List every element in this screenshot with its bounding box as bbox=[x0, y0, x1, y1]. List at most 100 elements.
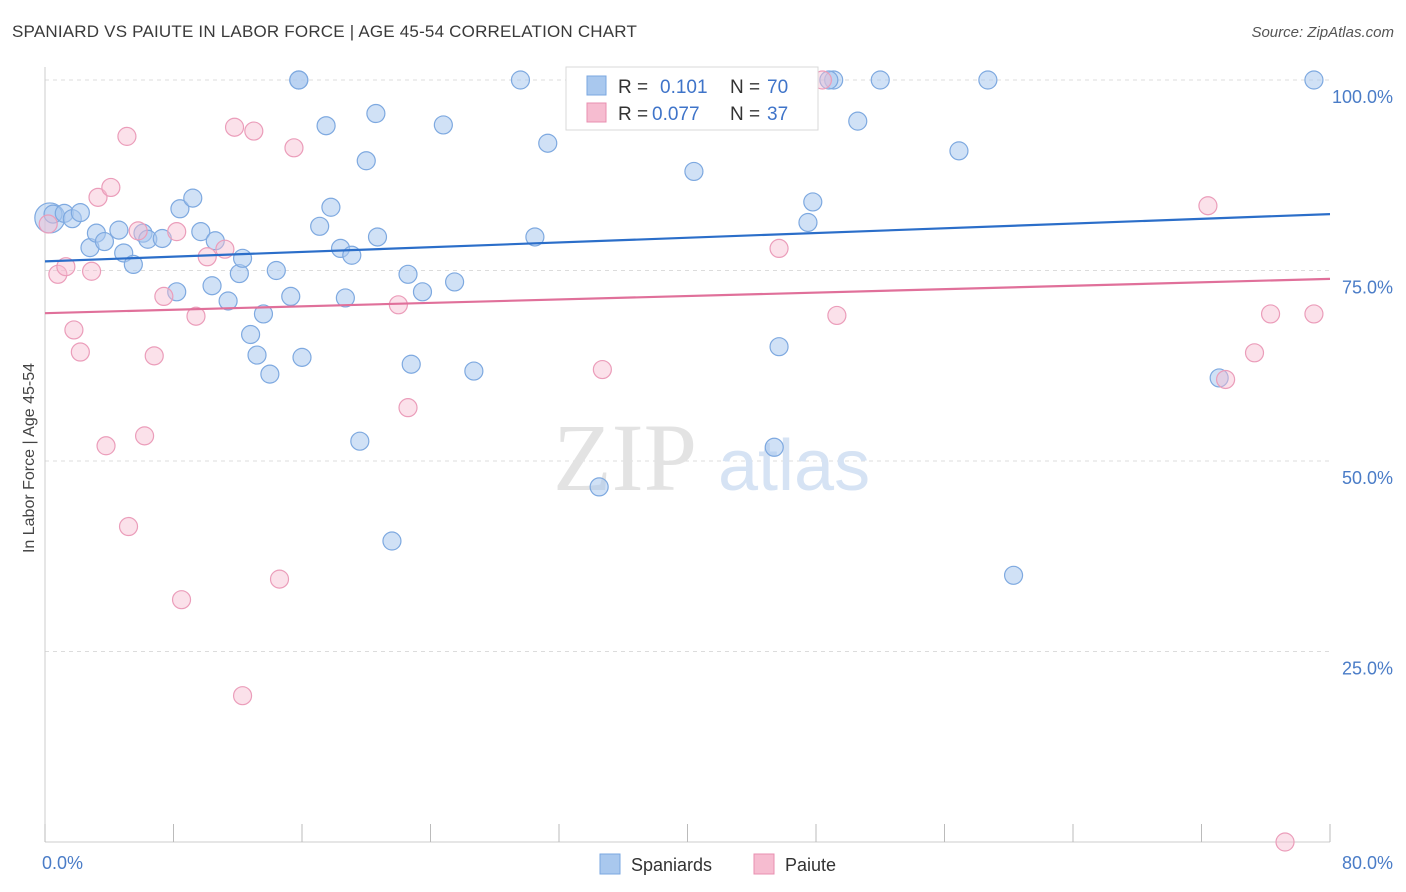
spaniards-point-4 bbox=[70, 202, 90, 223]
watermark: ZIP atlas bbox=[553, 404, 870, 511]
spaniards-point-56 bbox=[764, 437, 784, 457]
legend-r-label-2: R = bbox=[618, 104, 648, 125]
legend-r-label-1: R = bbox=[618, 77, 648, 98]
spaniards-point-20 bbox=[218, 291, 238, 311]
spaniards-point-24 bbox=[247, 345, 267, 365]
spaniards-point-8 bbox=[109, 220, 129, 240]
spaniards-point-17 bbox=[191, 222, 211, 242]
paiute-point-27 bbox=[592, 359, 612, 380]
spaniards-point-61 bbox=[848, 111, 868, 131]
spaniards-point-42 bbox=[398, 264, 418, 284]
paiute-point-10 bbox=[118, 516, 139, 537]
paiute-point-26 bbox=[398, 398, 418, 418]
spaniards-point-49 bbox=[525, 227, 545, 247]
paiute-point-32 bbox=[1215, 369, 1236, 390]
paiute-point-21 bbox=[232, 686, 253, 706]
spaniards-point-35 bbox=[335, 288, 355, 308]
spaniards-point-62 bbox=[870, 70, 890, 90]
legend-box bbox=[565, 66, 819, 131]
spaniards-point-52 bbox=[589, 477, 609, 497]
paiute-point-3 bbox=[64, 320, 84, 340]
paiute-point-9 bbox=[117, 126, 137, 146]
paiute-point-15 bbox=[167, 222, 187, 242]
paiute-point-1 bbox=[48, 264, 68, 284]
legend-n-label-2: N = bbox=[730, 104, 760, 125]
legend-r-value-1: 0.101 bbox=[660, 77, 708, 98]
spaniards-point-41 bbox=[382, 531, 402, 551]
bottom-legend-swatch-spaniards bbox=[599, 853, 621, 875]
paiute-point-33 bbox=[1244, 343, 1265, 363]
source-label: Source: ZipAtlas.com bbox=[1251, 24, 1394, 41]
y-tick-label-25: 25.0% bbox=[1342, 659, 1393, 679]
x-tick-labels: 0.0% 80.0% bbox=[42, 853, 1393, 873]
paiute-point-24 bbox=[284, 138, 304, 158]
spaniards-point-69 bbox=[289, 70, 309, 90]
spaniards-point-31 bbox=[310, 216, 330, 236]
spaniards-point-58 bbox=[798, 212, 818, 233]
paiute-point-18 bbox=[197, 247, 217, 267]
spaniards-point-46 bbox=[444, 272, 465, 292]
spaniards-point-28 bbox=[281, 286, 301, 307]
spaniards-point-50 bbox=[538, 133, 558, 153]
paiute-point-35 bbox=[1275, 832, 1295, 852]
spaniards-point-15 bbox=[170, 199, 190, 219]
spaniards-point-30 bbox=[292, 347, 312, 367]
y-tick-labels: 25.0% 50.0% 75.0% 100.0% bbox=[1332, 87, 1393, 679]
watermark-atlas: atlas bbox=[718, 426, 870, 506]
spaniards-point-25 bbox=[253, 304, 274, 324]
paiute-point-8 bbox=[101, 177, 121, 198]
paiute-point-13 bbox=[144, 346, 164, 366]
paiute-point-22 bbox=[244, 121, 264, 141]
spaniards-point-16 bbox=[183, 188, 203, 208]
paiute-point-5 bbox=[81, 261, 102, 281]
spaniards-point-57 bbox=[769, 337, 789, 357]
spaniards-point-10 bbox=[123, 254, 143, 275]
paiute-point-23 bbox=[269, 569, 290, 589]
watermark-zip: ZIP bbox=[553, 404, 697, 511]
x-tick-label-min: 0.0% bbox=[42, 853, 83, 873]
spaniards-point-44 bbox=[412, 282, 433, 302]
legend-r-value-2: 0.077 bbox=[652, 104, 700, 125]
paiute-point-31 bbox=[1198, 196, 1218, 216]
paiute-point-16 bbox=[171, 590, 192, 610]
spaniards-point-43 bbox=[401, 354, 421, 374]
spaniards-point-68 bbox=[819, 70, 839, 90]
spaniards-point-33 bbox=[321, 197, 341, 217]
paiute-point-2 bbox=[56, 257, 76, 277]
paiute-point-7 bbox=[96, 436, 116, 456]
paiute-point-12 bbox=[134, 426, 155, 446]
spaniards-point-66 bbox=[1209, 368, 1229, 388]
legend-n-label-1: N = bbox=[730, 77, 760, 98]
legend-n-value-2: 37 bbox=[767, 104, 788, 125]
spaniards-point-45 bbox=[433, 115, 453, 135]
legend-swatch-paiute bbox=[586, 102, 607, 123]
spaniards-point-64 bbox=[978, 70, 998, 90]
spaniards-point-48 bbox=[510, 70, 531, 90]
spaniards-point-26 bbox=[260, 364, 280, 384]
paiute-point-20 bbox=[224, 117, 245, 137]
spaniards-point-23 bbox=[241, 324, 261, 345]
bottom-legend: Spaniards Paiute bbox=[599, 853, 836, 875]
legend-n-value-1: 70 bbox=[767, 77, 788, 98]
spaniards-trend-line bbox=[44, 213, 1331, 263]
bottom-legend-label-paiute: Paiute bbox=[785, 855, 836, 875]
spaniards-point-59 bbox=[803, 192, 823, 212]
spaniards-point-63 bbox=[949, 141, 969, 161]
y-tick-label-50: 50.0% bbox=[1342, 468, 1393, 488]
spaniards-point-14 bbox=[167, 282, 187, 302]
paiute-point-14 bbox=[154, 286, 174, 307]
chart-title: SPANIARD VS PAIUTE IN LABOR FORCE | AGE … bbox=[12, 22, 638, 41]
paiute-point-11 bbox=[128, 221, 148, 241]
spaniards-point-37 bbox=[350, 431, 370, 451]
spaniards-point-47 bbox=[464, 361, 484, 381]
paiute-point-30 bbox=[827, 305, 847, 326]
legend-swatch-spaniards bbox=[586, 75, 607, 96]
bottom-legend-label-spaniards: Spaniards bbox=[631, 855, 712, 875]
axes bbox=[44, 67, 1331, 843]
spaniards-point-38 bbox=[356, 151, 376, 171]
spaniards-point-39 bbox=[366, 103, 386, 124]
spaniards-point-7 bbox=[94, 231, 115, 252]
y-axis-label: In Labor Force | Age 45-54 bbox=[21, 363, 38, 553]
paiute-trend-line bbox=[44, 277, 1331, 315]
spaniards-point-22 bbox=[232, 248, 253, 268]
